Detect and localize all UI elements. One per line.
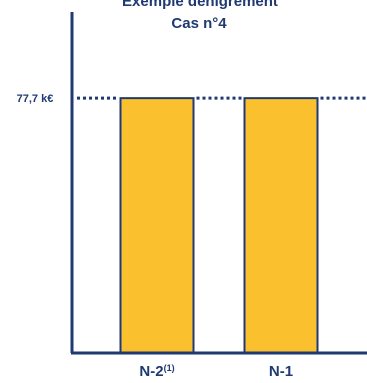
category-label-1: N-2(1) [139, 363, 174, 380]
top-caption: Exemple dénigrement [122, 0, 278, 10]
category-label-2: N-1 [269, 363, 293, 380]
threshold-label: 77,7 k€ [17, 93, 54, 105]
chart-title: Cas n°4 [171, 15, 227, 32]
bar-1 [119, 97, 195, 354]
bar-2 [243, 97, 319, 354]
